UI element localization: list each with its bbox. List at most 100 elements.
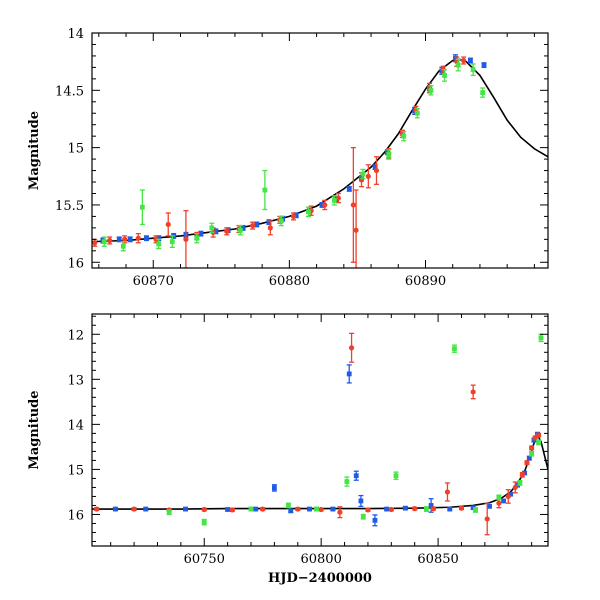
data-point (213, 228, 219, 234)
data-point (461, 57, 467, 64)
data-point (293, 212, 299, 218)
y-axis-label: Magnitude (27, 111, 42, 190)
data-point (512, 484, 518, 491)
model-curve (92, 433, 548, 510)
data-point (484, 516, 490, 522)
data-point (94, 506, 100, 512)
data-point (444, 489, 451, 495)
data-point (473, 507, 478, 513)
y-tick-label: 15.5 (55, 199, 84, 214)
y-axis-label: Magnitude (27, 390, 42, 469)
data-point (442, 73, 447, 78)
data-point (127, 236, 133, 242)
data-point (470, 67, 476, 73)
data-point (209, 225, 215, 231)
x-tick-label: 60880 (269, 274, 310, 289)
data-point (290, 213, 297, 220)
data-point (169, 239, 175, 245)
data-point (501, 498, 506, 504)
data-point (112, 506, 118, 512)
data-point (468, 58, 473, 63)
data-point (365, 507, 371, 513)
data-point (517, 480, 523, 486)
data-point (183, 506, 188, 512)
data-point (254, 222, 260, 227)
data-point (166, 509, 172, 515)
data-point (131, 506, 137, 512)
data-point (337, 509, 343, 515)
data-point (536, 432, 542, 438)
data-point (346, 186, 352, 192)
data-point (452, 346, 457, 352)
data-point (116, 236, 122, 242)
data-point (307, 506, 312, 512)
data-point (365, 173, 371, 179)
y-tick-label: 15 (67, 463, 84, 478)
data-point (360, 171, 366, 177)
data-point (401, 133, 407, 139)
x-tick-label: 60890 (405, 274, 446, 289)
data-point (262, 187, 268, 193)
data-point (331, 197, 337, 203)
data-point (101, 239, 107, 245)
data-point (447, 506, 453, 512)
data-point (330, 506, 336, 512)
plot-area (92, 332, 548, 536)
x-axis-label: HJD−2400000 (268, 571, 372, 586)
data-point (393, 473, 399, 479)
plot-frame (91, 313, 549, 547)
y-tick-label: 14 (67, 418, 84, 433)
data-point (526, 455, 532, 461)
data-point (295, 506, 301, 512)
data-point (139, 204, 145, 210)
data-point (529, 451, 535, 457)
data-point (388, 506, 394, 513)
data-point (156, 241, 162, 247)
data-point (267, 225, 273, 231)
data-point (286, 503, 291, 508)
data-point (225, 507, 231, 512)
series-green (101, 58, 486, 252)
data-point (428, 503, 434, 508)
data-point (201, 506, 207, 513)
plot-frame (91, 32, 549, 269)
data-point (386, 152, 392, 157)
y-tick-label: 12 (67, 328, 84, 343)
data-point (353, 473, 359, 479)
x-tick-label: 60750 (184, 552, 225, 567)
data-point (229, 507, 235, 513)
x-tick-label: 60850 (417, 552, 458, 567)
data-point (458, 505, 465, 511)
data-point (536, 439, 542, 445)
y-tick-label: 14 (67, 27, 84, 42)
data-point (253, 506, 259, 512)
data-point (250, 222, 256, 229)
data-point (348, 345, 355, 351)
data-point (424, 506, 429, 512)
data-point (344, 479, 350, 484)
data-point (496, 500, 502, 506)
data-point (198, 231, 204, 237)
data-point (314, 506, 319, 512)
data-point (335, 195, 341, 201)
series-red (94, 332, 542, 536)
data-point (346, 371, 352, 377)
data-point (480, 90, 486, 96)
data-point (360, 514, 366, 520)
data-point (508, 491, 513, 497)
data-point (358, 498, 364, 504)
data-point (183, 236, 189, 242)
data-point (288, 508, 294, 514)
data-point (412, 506, 418, 512)
data-point (153, 236, 159, 242)
data-point (122, 236, 128, 242)
data-point (496, 494, 502, 500)
y-tick-label: 13 (67, 373, 84, 388)
data-point (165, 221, 171, 228)
data-point (278, 218, 284, 224)
data-point (318, 506, 324, 513)
data-point (470, 389, 476, 395)
data-point (384, 506, 390, 512)
data-point (372, 164, 378, 170)
